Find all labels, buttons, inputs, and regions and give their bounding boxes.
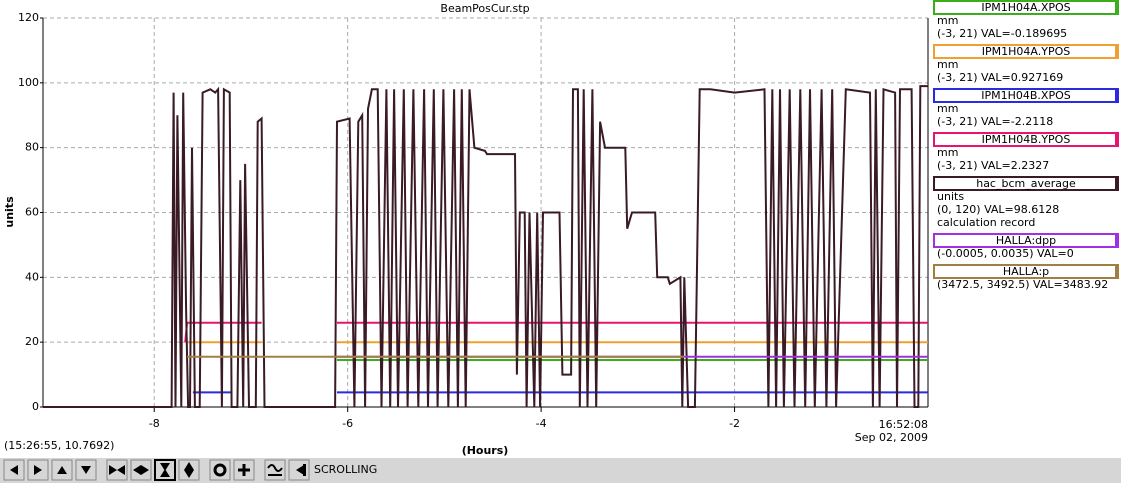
legend-swatch [1115,265,1119,278]
time-label: 16:52:08 [879,418,928,431]
legend-detail: (-3, 21) VAL=-0.189695 [937,27,1067,40]
toolbar-button[interactable] [264,459,286,481]
chart-title: BeamPosCur.stp [440,2,529,15]
button-icon [184,470,194,478]
legend-name[interactable]: IPM1H04A.XPOS [981,1,1070,14]
series-line [43,85,928,408]
x-tick-label: -2 [729,417,740,430]
button-icon [160,469,170,477]
mode-label: SCROLLING [314,463,377,476]
legend-swatch [1115,234,1119,247]
y-tick-label: 40 [25,270,39,283]
y-tick-label: 80 [25,141,39,154]
date-label: Sep 02, 2009 [855,431,928,444]
button-icon [34,465,42,475]
x-axis-label: (Hours) [462,444,509,457]
legend-name[interactable]: IPM1H04B.YPOS [982,133,1071,146]
x-tick-label: -4 [536,417,547,430]
button-icon [117,465,125,475]
button-icon [184,462,194,470]
button-icon [213,463,227,477]
y-tick-label: 0 [32,400,39,413]
legend-detail: mm [937,14,958,27]
legend-name[interactable]: HALLA:dpp [996,234,1056,247]
legend-detail: (-0.0005, 0.0035) VAL=0 [937,247,1074,260]
button-icon [133,465,141,475]
legend-name[interactable]: hac_bcm_average [976,177,1076,190]
legend-detail: (-3, 21) VAL=0.927169 [937,71,1063,84]
legend-detail: mm [937,102,958,115]
legend-name[interactable]: IPM1H04B.XPOS [981,89,1071,102]
button-icon [141,465,149,475]
y-tick-label: 120 [18,11,39,24]
legend-detail: (0, 120) VAL=98.6128 [937,203,1059,216]
legend-swatch [1115,133,1119,146]
legend-name[interactable]: HALLA:p [1003,265,1049,278]
button-icon [160,463,170,471]
legend-detail: mm [937,146,958,159]
legend-detail: mm [937,58,958,71]
y-tick-label: 100 [18,76,39,89]
cursor-status: (15:26:55, 10.7692) [4,439,114,452]
y-axis-label: units [3,196,16,228]
legend-detail: units [937,190,964,203]
legend-swatch [1115,45,1119,58]
y-tick-label: 20 [25,335,39,348]
button-icon [238,464,250,476]
legend-name[interactable]: IPM1H04A.YPOS [982,45,1070,58]
legend-detail: (-3, 21) VAL=-2.2118 [937,115,1053,128]
toolbar-button[interactable] [209,459,231,481]
button-icon [81,466,91,474]
x-tick-label: -8 [149,417,160,430]
button-icon [57,466,67,474]
button-icon [109,465,117,475]
legend-swatch [1115,177,1119,190]
x-tick-label: -6 [342,417,353,430]
button-icon [267,464,283,476]
legend-detail: (-3, 21) VAL=2.2327 [937,159,1049,172]
y-tick-label: 60 [25,206,39,219]
button-icon [303,464,306,476]
legend-swatch [1115,89,1119,102]
legend-detail: (3472.5, 3492.5) VAL=3483.92 [937,278,1108,291]
button-icon [296,465,304,475]
legend-detail: calculation record [937,216,1035,229]
button-icon [10,465,18,475]
legend-swatch [1115,1,1119,14]
